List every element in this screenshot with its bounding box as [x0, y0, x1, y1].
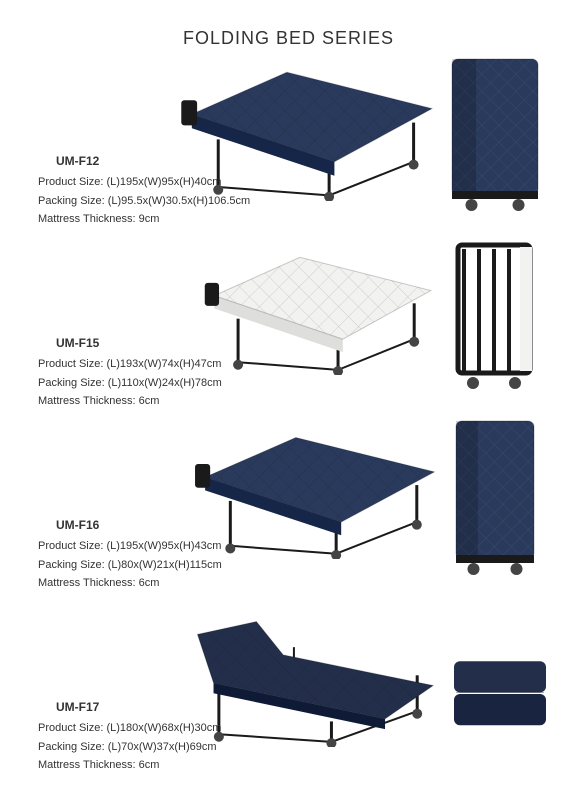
spec-packing-size: Packing Size: (L)95.5x(W)30.5x(H)106.5cm	[38, 192, 250, 211]
spec-value: (L)195x(W)95x(H)40cm	[106, 176, 221, 188]
product-image-open	[190, 427, 442, 559]
product-image-folded	[452, 655, 548, 733]
model-number: UM-F17	[56, 697, 221, 717]
spec-label: Product Size:	[38, 358, 103, 370]
model-number: UM-F15	[56, 333, 222, 353]
spec-value: (L)110x(W)24x(H)78cm	[108, 377, 222, 389]
spec-label: Product Size:	[38, 176, 103, 188]
spec-product-size: Product Size: (L)193x(W)74x(H)47cm	[38, 355, 222, 374]
product-image-open	[200, 247, 438, 375]
spec-product-size: Product Size: (L)195x(W)95x(H)43cm	[38, 537, 222, 556]
spec-label: Packing Size:	[38, 195, 105, 207]
product-block: UM-F17 Product Size: (L)180x(W)68x(H)30c…	[0, 601, 577, 783]
product-specs: UM-F15 Product Size: (L)193x(W)74x(H)47c…	[38, 333, 222, 411]
spec-label: Packing Size:	[38, 741, 105, 753]
spec-value: 9cm	[139, 213, 160, 225]
product-block: UM-F12 Product Size: (L)195x(W)95x(H)40c…	[0, 55, 577, 237]
spec-label: Product Size:	[38, 540, 103, 552]
product-block: UM-F15 Product Size: (L)193x(W)74x(H)47c…	[0, 237, 577, 419]
product-image-folded	[448, 57, 542, 213]
spec-packing-size: Packing Size: (L)110x(W)24x(H)78cm	[38, 374, 222, 393]
spec-label: Packing Size:	[38, 377, 105, 389]
spec-label: Product Size:	[38, 722, 103, 734]
spec-value: 6cm	[139, 759, 160, 771]
spec-label: Mattress Thickness:	[38, 213, 136, 225]
spec-value: (L)95.5x(W)30.5x(H)106.5cm	[108, 195, 250, 207]
spec-mattress-thickness: Mattress Thickness: 6cm	[38, 756, 221, 775]
spec-packing-size: Packing Size: (L)70x(W)37x(H)69cm	[38, 738, 221, 757]
spec-value: 6cm	[139, 577, 160, 589]
spec-value: (L)195x(W)95x(H)43cm	[106, 540, 221, 552]
product-block: UM-F16 Product Size: (L)195x(W)95x(H)43c…	[0, 419, 577, 601]
page-title: FOLDING BED SERIES	[0, 0, 577, 55]
spec-product-size: Product Size: (L)180x(W)68x(H)30cm	[38, 719, 221, 738]
product-image-folded	[452, 241, 536, 391]
spec-product-size: Product Size: (L)195x(W)95x(H)40cm	[38, 173, 250, 192]
spec-label: Mattress Thickness:	[38, 577, 136, 589]
spec-mattress-thickness: Mattress Thickness: 6cm	[38, 392, 222, 411]
product-specs: UM-F12 Product Size: (L)195x(W)95x(H)40c…	[38, 151, 250, 229]
spec-label: Mattress Thickness:	[38, 759, 136, 771]
spec-label: Packing Size:	[38, 559, 105, 571]
spec-label: Mattress Thickness:	[38, 395, 136, 407]
spec-value: (L)193x(W)74x(H)47cm	[106, 358, 221, 370]
product-image-folded	[452, 419, 538, 577]
model-number: UM-F12	[56, 151, 250, 171]
products-container: UM-F12 Product Size: (L)195x(W)95x(H)40c…	[0, 55, 577, 783]
spec-value: 6cm	[139, 395, 160, 407]
spec-value: (L)80x(W)21x(H)115cm	[108, 559, 222, 571]
spec-value: (L)180x(W)68x(H)30cm	[106, 722, 221, 734]
spec-packing-size: Packing Size: (L)80x(W)21x(H)115cm	[38, 556, 222, 575]
spec-mattress-thickness: Mattress Thickness: 6cm	[38, 574, 222, 593]
product-specs: UM-F16 Product Size: (L)195x(W)95x(H)43c…	[38, 515, 222, 593]
model-number: UM-F16	[56, 515, 222, 535]
spec-mattress-thickness: Mattress Thickness: 9cm	[38, 210, 250, 229]
spec-value: (L)70x(W)37x(H)69cm	[108, 741, 217, 753]
product-specs: UM-F17 Product Size: (L)180x(W)68x(H)30c…	[38, 697, 221, 775]
